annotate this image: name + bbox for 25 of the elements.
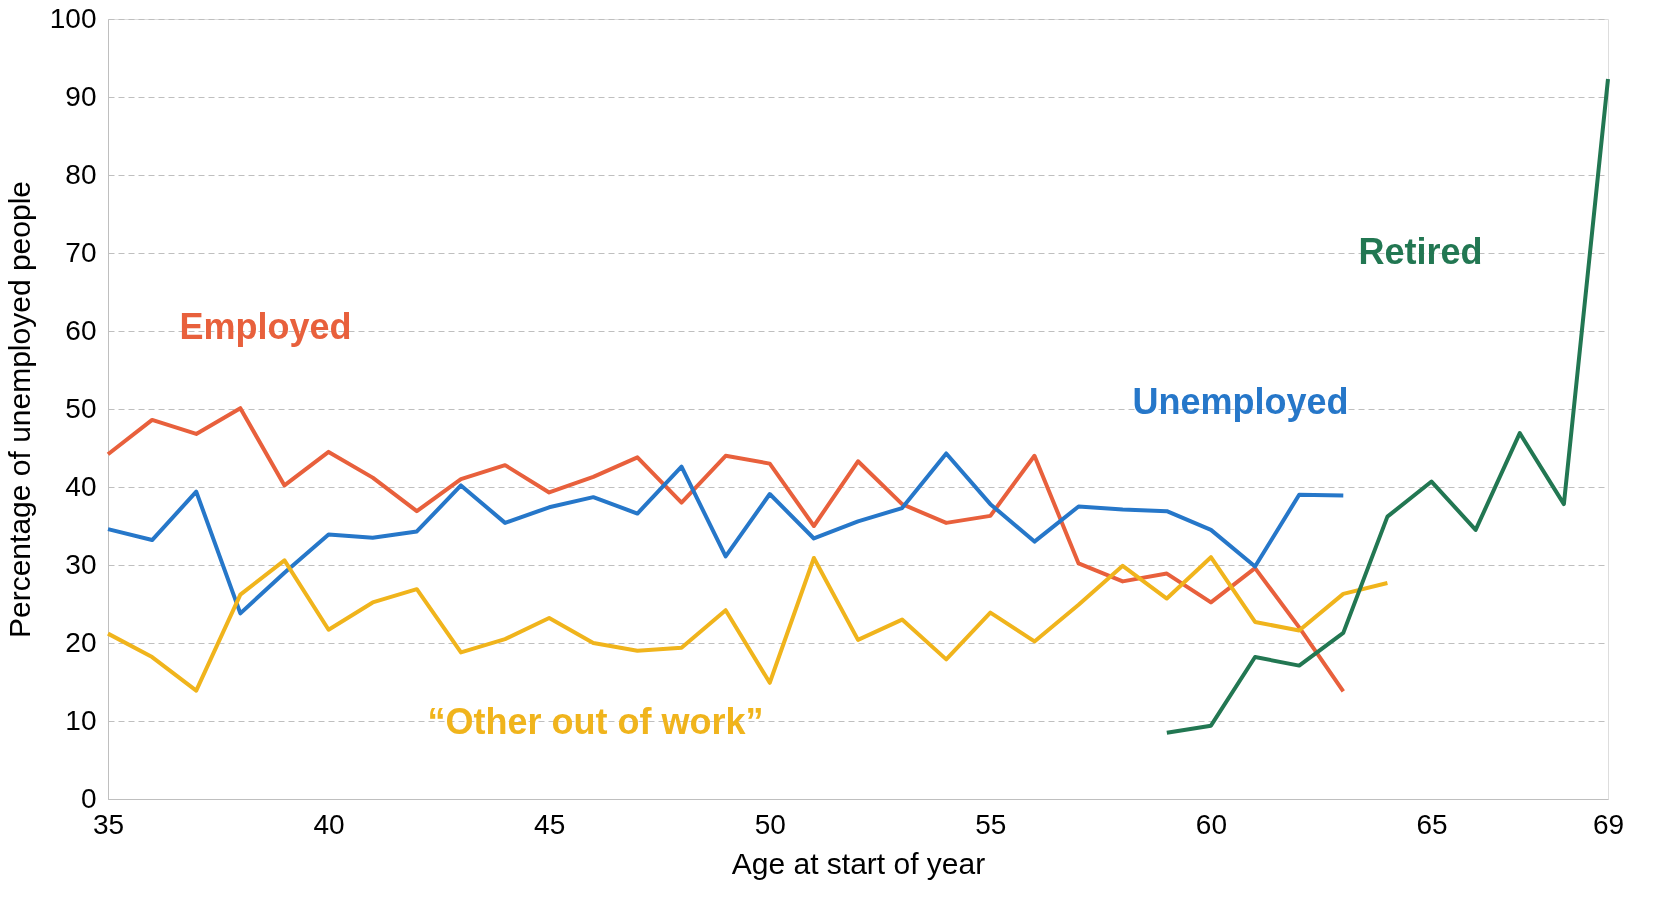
x-tick-label: 40 [313,808,345,840]
y-tick-label: 40 [65,470,97,502]
line-series [106,451,1346,616]
x-tick-label: 50 [754,808,786,840]
y-tick-label: 10 [65,704,97,736]
series-label: “Other out of work” [427,700,764,742]
y-tick-label: 80 [65,158,97,190]
y-tick-label: 90 [65,80,97,112]
y-tick-label: 100 [49,2,97,34]
x-tick-label: 55 [975,808,1007,840]
y-tick-label: 50 [65,392,97,424]
y-tick-label: 70 [65,236,97,268]
text: Retired [1358,231,1483,272]
x-tick-label: 69 [1592,808,1625,840]
text: Employed [179,305,352,347]
text: Unemployed [1132,380,1349,422]
y-tick-label: 30 [65,548,97,580]
y-tick-label: 60 [65,314,97,346]
y-axis-title: Percentage of unemployed people [2,180,36,639]
line-series [106,555,1390,693]
x-tick-label: 65 [1416,808,1448,840]
x-axis-title: Age at start of year [731,846,986,880]
y-tick-label: 20 [65,626,97,658]
x-tick-label: 60 [1195,808,1228,840]
x-tick-label: 45 [534,808,566,840]
